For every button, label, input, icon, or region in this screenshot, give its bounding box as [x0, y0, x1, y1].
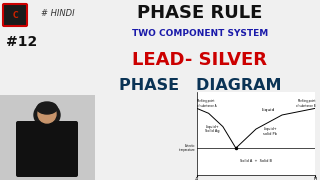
FancyBboxPatch shape	[3, 4, 27, 26]
Text: Melting point
of substance B: Melting point of substance B	[296, 99, 315, 107]
Bar	[0, 95, 95, 180]
Text: TWO COMPONENT SYSTEM: TWO COMPONENT SYSTEM	[132, 28, 268, 37]
Text: Liquid+
Solid Ag: Liquid+ Solid Ag	[205, 125, 220, 133]
Ellipse shape	[34, 103, 60, 127]
Text: Liquid+
solid Pb: Liquid+ solid Pb	[263, 127, 277, 136]
Text: LEAD- SILVER: LEAD- SILVER	[132, 51, 268, 69]
Text: #12: #12	[6, 35, 38, 49]
Text: PHASE   DIAGRAM: PHASE DIAGRAM	[119, 78, 281, 93]
Text: # HINDI: # HINDI	[41, 8, 75, 17]
Ellipse shape	[38, 105, 56, 123]
Text: PHASE RULE: PHASE RULE	[137, 4, 263, 22]
Text: Solid A  +  Solid B: Solid A + Solid B	[240, 159, 272, 163]
Text: Eutectic
temperature: Eutectic temperature	[179, 144, 196, 152]
Text: Melting point
of substance A: Melting point of substance A	[197, 99, 216, 107]
Text: C: C	[12, 10, 18, 19]
FancyBboxPatch shape	[16, 121, 78, 177]
Ellipse shape	[37, 102, 57, 114]
Text: Liquid: Liquid	[261, 108, 275, 112]
